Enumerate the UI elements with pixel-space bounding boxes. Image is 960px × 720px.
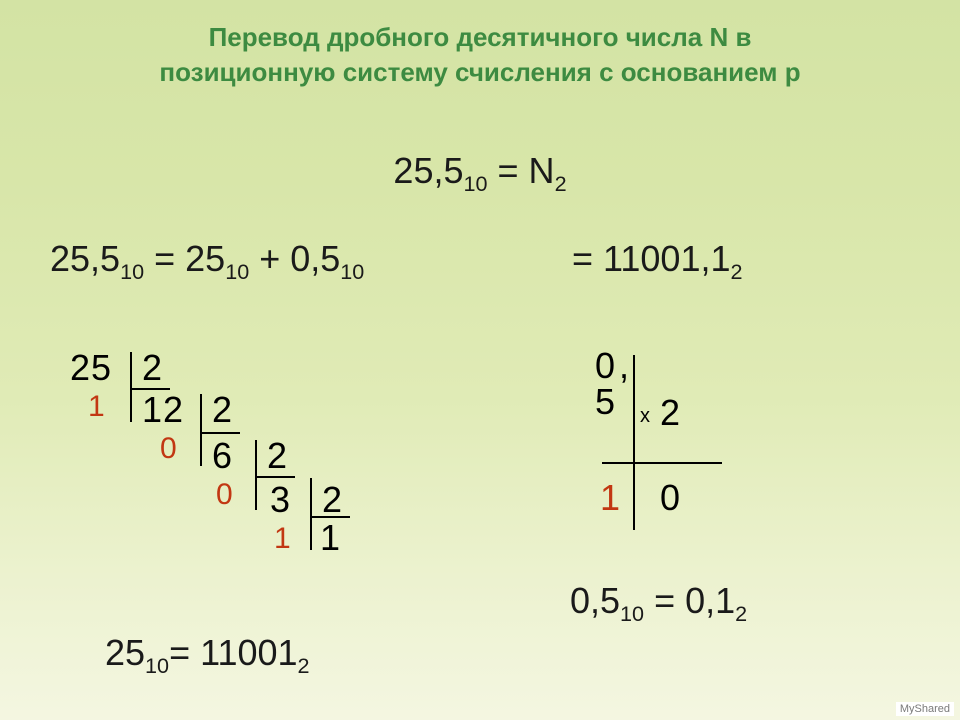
division-vline (255, 440, 257, 510)
division-vline (130, 352, 132, 422)
division-remainder: 0 (160, 432, 177, 466)
division-hline (202, 432, 240, 434)
divres-sub2: 2 (298, 653, 310, 678)
division-dividend: 3 (270, 482, 291, 518)
title-line1: Перевод дробного десятичного числа N в (209, 22, 752, 52)
mult-result-frac: 0 (660, 480, 681, 516)
eq2-a-sub: 10 (120, 259, 144, 284)
division-divisor: 2 (322, 482, 343, 518)
slide-title: Перевод дробного десятичного числа N в п… (0, 20, 960, 90)
eq1-pre: 25,5 (393, 150, 463, 191)
mulres-eq: = 0,1 (644, 580, 735, 621)
divres-pre: 25 (105, 632, 145, 673)
division-divisor: 2 (267, 438, 288, 474)
mult-result-int: 1 (600, 480, 621, 516)
eq1-mid: = N (488, 150, 555, 191)
eq2-b-plus: + 0,5 (249, 238, 340, 279)
division-vline (200, 394, 202, 466)
watermark-label: MyShared (896, 702, 954, 716)
division-result: 2510= 110012 (105, 632, 310, 679)
eq2-res-eq: = 11001,1 (572, 238, 730, 279)
division-dividend: 12 (142, 392, 184, 428)
equation-split-left: 25,510 = 2510 + 0,510 (50, 238, 364, 285)
divres-sub1: 10 (145, 653, 169, 678)
eq2-a-eq: = 25 (144, 238, 225, 279)
eq2-b-sub: 10 (225, 259, 249, 284)
division-remainder: 0 (216, 478, 233, 512)
eq1-sub2: 2 (555, 171, 567, 196)
division-hline (257, 476, 295, 478)
division-final-quotient: 1 (320, 520, 341, 556)
mulres-sub2: 2 (735, 601, 747, 626)
mult-vline (633, 355, 635, 530)
division-divisor: 2 (212, 392, 233, 428)
eq2-c-sub: 10 (340, 259, 364, 284)
division-remainder: 1 (88, 390, 105, 424)
equation-split-right: = 11001,12 (560, 238, 743, 285)
division-dividend: 6 (212, 438, 233, 474)
divres-eq: = 11001 (169, 632, 297, 673)
division-vline (310, 478, 312, 550)
division-dividend: 25 (70, 350, 112, 386)
mult-multiplier: 2 (660, 395, 681, 431)
eq2-res-sub: 2 (730, 259, 742, 284)
mult-x-symbol: х (640, 405, 650, 428)
division-remainder: 1 (274, 522, 291, 556)
equation-problem: 25,510 = N2 (0, 150, 960, 197)
eq2-a-pre: 25,5 (50, 238, 120, 279)
eq1-sub1: 10 (464, 171, 488, 196)
title-line2: позиционную систему счисления с основани… (159, 57, 800, 87)
mulres-sub1: 10 (620, 601, 644, 626)
mult-hline (602, 462, 722, 464)
multiplication-result: 0,510 = 0,12 (570, 580, 747, 627)
division-divisor: 2 (142, 350, 163, 386)
mulres-pre: 0,5 (570, 580, 620, 621)
mult-top: 0, 5 (595, 348, 633, 420)
